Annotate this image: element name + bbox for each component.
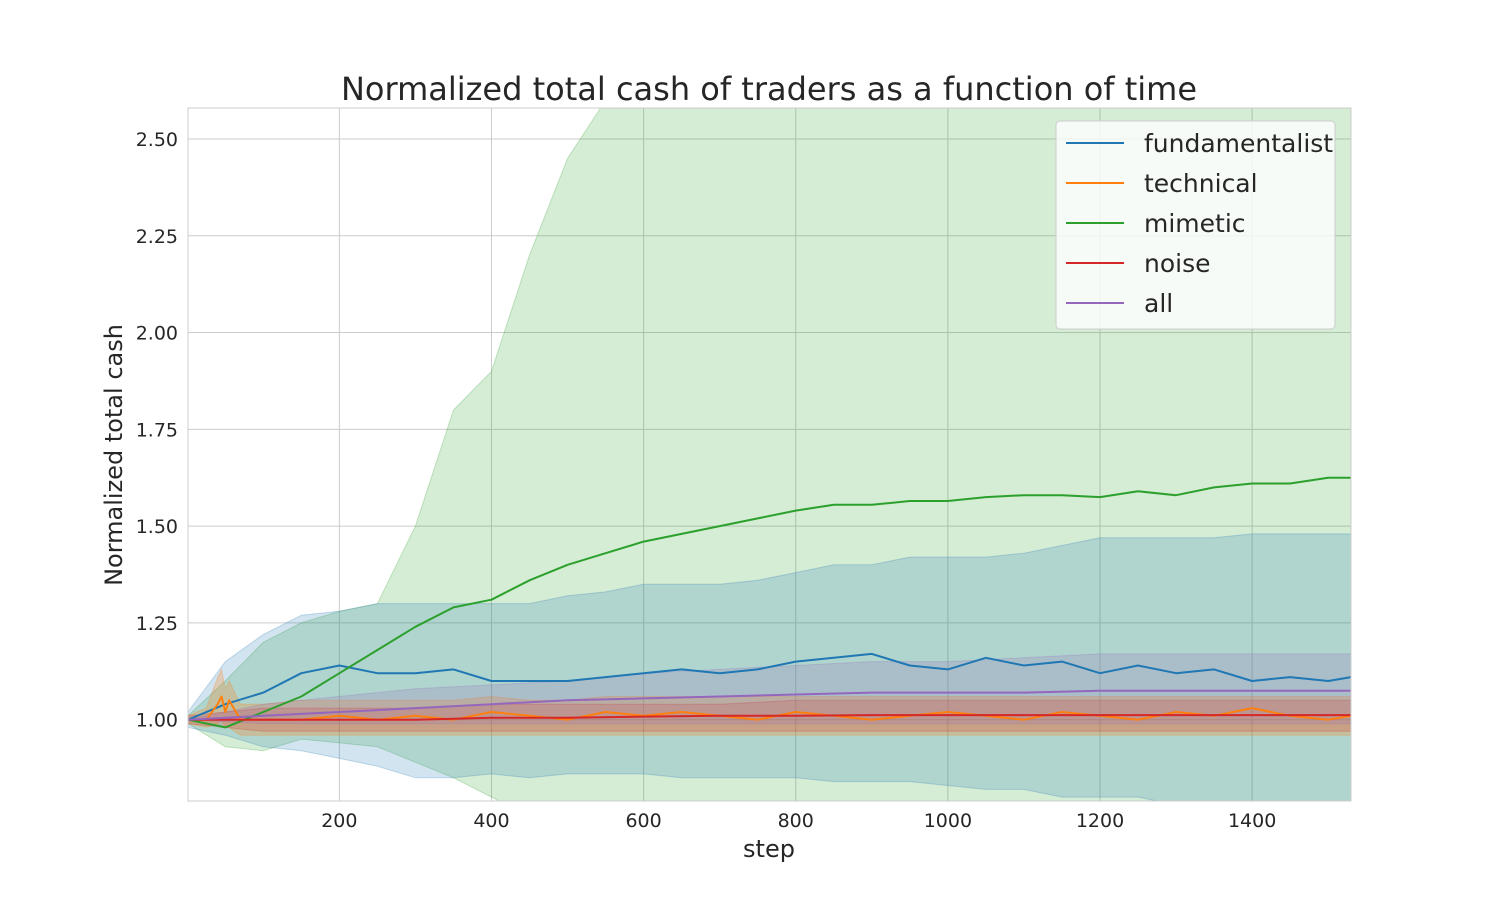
x-tick-label: 1000 (924, 810, 972, 832)
legend-label-technical: technical (1144, 169, 1258, 198)
y-axis-label: Normalized total cash (100, 324, 128, 586)
x-axis-label: step (743, 835, 795, 863)
series-line-fundamentalist (188, 652, 1351, 721)
chart-title: Normalized total cash of traders as a fu… (341, 70, 1197, 108)
y-tick-label: 1.50 (136, 516, 178, 538)
series-lines (188, 476, 1351, 729)
legend-label-fundamentalist: fundamentalist (1144, 129, 1333, 158)
y-tick-label: 2.00 (136, 323, 178, 345)
x-tick-label: 400 (473, 810, 509, 832)
legend-entries: fundamentalist technical mimetic noise all (1066, 129, 1333, 318)
x-tick-label: 200 (321, 810, 357, 832)
x-tick-labels: 200 400 600 800 1000 1200 1400 (321, 810, 1276, 832)
series-line-noise (188, 714, 1351, 721)
legend-label-mimetic: mimetic (1144, 209, 1246, 238)
legend-box (1055, 120, 1336, 330)
plot-frame (187, 107, 1352, 802)
legend-label-noise: noise (1144, 249, 1211, 278)
y-tick-label: 1.75 (136, 419, 178, 441)
y-tick-label: 2.50 (136, 129, 178, 151)
series-line-all (188, 689, 1351, 721)
x-tick-label: 800 (778, 810, 814, 832)
x-tick-label: 1400 (1228, 810, 1276, 832)
series-line-mimetic (188, 476, 1351, 729)
legend: fundamentalist technical mimetic noise all (1055, 120, 1336, 330)
y-tick-label: 1.00 (136, 710, 178, 732)
x-tick-label: 1200 (1076, 810, 1124, 832)
y-tick-label: 2.25 (136, 226, 178, 248)
y-tick-label: 1.25 (136, 613, 178, 635)
x-tick-label: 600 (625, 810, 661, 832)
y-tick-labels: 1.00 1.25 1.50 1.75 2.00 2.25 2.50 (136, 129, 178, 732)
legend-label-all: all (1144, 289, 1173, 318)
